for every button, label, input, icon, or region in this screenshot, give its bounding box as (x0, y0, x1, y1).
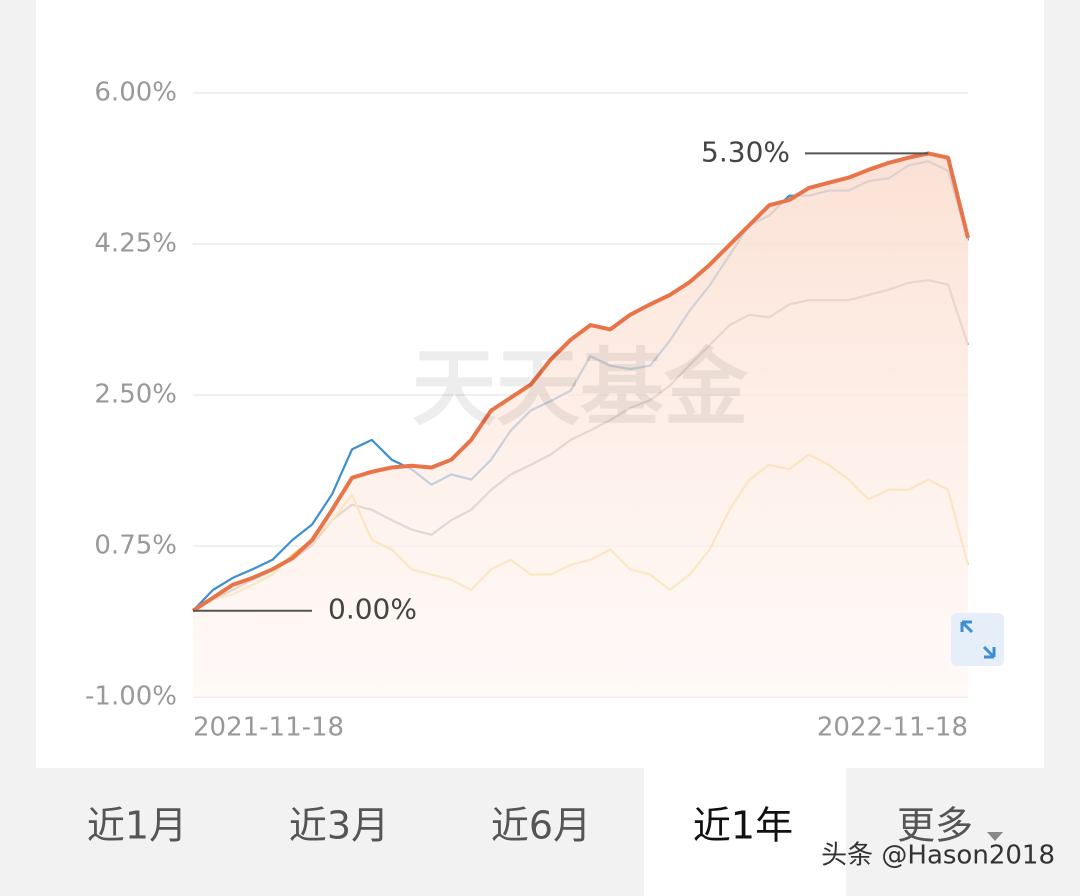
y-tick-label: 2.50% (94, 380, 177, 410)
x-tick-label: 2021-11-18 (193, 713, 344, 743)
annotation-label: 0.00% (328, 593, 417, 626)
tab[interactable]: 近1年 (693, 804, 793, 848)
watermark: 天天基金 (412, 338, 749, 437)
y-tick-label: 0.75% (94, 531, 177, 561)
annotation-label: 5.30% (701, 135, 790, 168)
tab[interactable]: 近3月 (289, 804, 389, 848)
tab[interactable]: 更多 (897, 804, 973, 848)
tab-selected-bg (644, 768, 846, 896)
tabs: 近1月 近3月 近6月 近1年 更多 (87, 768, 1003, 896)
plot: 6.00% 4.25% 2.50% 0.75% -1.00% 2021-11-18 2022… (85, 78, 970, 743)
y-tick-label: -1.00% (85, 682, 177, 712)
dropdown-arrow (987, 832, 1003, 841)
tab-bar (0, 768, 1080, 896)
area (193, 153, 968, 697)
x-tick-label: 2022-11-18 (817, 713, 968, 743)
tab[interactable]: 近1月 (87, 804, 187, 848)
y-tick-label: 4.25% (94, 229, 177, 259)
credit: 头条 @Hason2018 (821, 841, 1055, 871)
tab[interactable]: 近6月 (491, 804, 591, 848)
y-tick-label: 6.00% (94, 78, 177, 108)
series-line (191, 151, 970, 613)
expand-button[interactable] (951, 613, 1004, 666)
